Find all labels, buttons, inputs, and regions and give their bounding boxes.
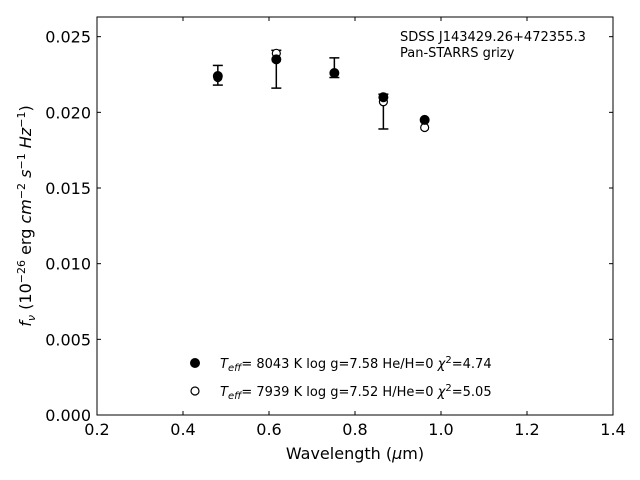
- legend: Teff= 8043 K log g=7.58 He/H=0 χ2=4.74 T…: [190, 355, 492, 402]
- annotation-survey: Pan-STARRS grizy: [400, 46, 515, 61]
- y-tick-label: 0.025: [45, 28, 91, 47]
- y-tick-label: 0.000: [45, 406, 91, 425]
- x-tick-label: 1.4: [600, 420, 625, 439]
- plot-layer: [212, 49, 389, 130]
- data-point-filled: [419, 114, 430, 125]
- y-axis-title: fν (10−26 erg cm−2 s−1 Hz−1): [15, 105, 38, 326]
- x-tick-label: 0.8: [342, 420, 367, 439]
- legend-chi2-2: 5.05: [463, 385, 492, 400]
- x-axis-title: Wavelength (μm): [286, 444, 424, 463]
- marks-layer: [212, 48, 430, 133]
- x-tick-label: 0.6: [256, 420, 281, 439]
- data-point-filled: [212, 71, 223, 82]
- x-tick-label: 0.4: [170, 420, 195, 439]
- legend-marker-filled: [190, 358, 200, 368]
- x-tick-label: 1.2: [514, 420, 539, 439]
- legend-teff-1: 8043 K: [256, 357, 302, 372]
- y-tick-label: 0.005: [45, 330, 91, 349]
- ticks-layer: 0.2 0.4 0.6 0.8 1.0 1.2 1.4 0.000 0.005 0.010 0.01…: [45, 17, 626, 439]
- legend-marker-open: [190, 386, 200, 396]
- plot-frame: [96, 16, 614, 416]
- axes-layer: [96, 16, 614, 416]
- data-point-filled: [271, 54, 282, 65]
- legend-entry-2: Teff= 7939 K log g=7.52 H/He=0 χ2=5.05: [220, 383, 492, 402]
- x-tick-label: 0.2: [84, 420, 109, 439]
- x-tick-label: 1.0: [428, 420, 453, 439]
- legend-rest-2: log g=7.52 H/He=0: [306, 385, 433, 400]
- y-tick-label: 0.020: [45, 103, 91, 122]
- data-point-filled: [378, 92, 389, 103]
- y-tick-label: 0.015: [45, 179, 91, 198]
- y-tick-label: 0.010: [45, 255, 91, 274]
- legend-chi2-1: 4.74: [463, 357, 492, 372]
- legend-rest-1: log g=7.58 He/H=0: [306, 357, 433, 372]
- legend-entry-1: Teff= 8043 K log g=7.58 He/H=0 χ2=4.74: [220, 355, 492, 374]
- annotation-object-name: SDSS J143429.26+472355.3: [400, 30, 586, 45]
- data-point-filled: [329, 67, 340, 78]
- legend-teff-2: 7939 K: [256, 385, 302, 400]
